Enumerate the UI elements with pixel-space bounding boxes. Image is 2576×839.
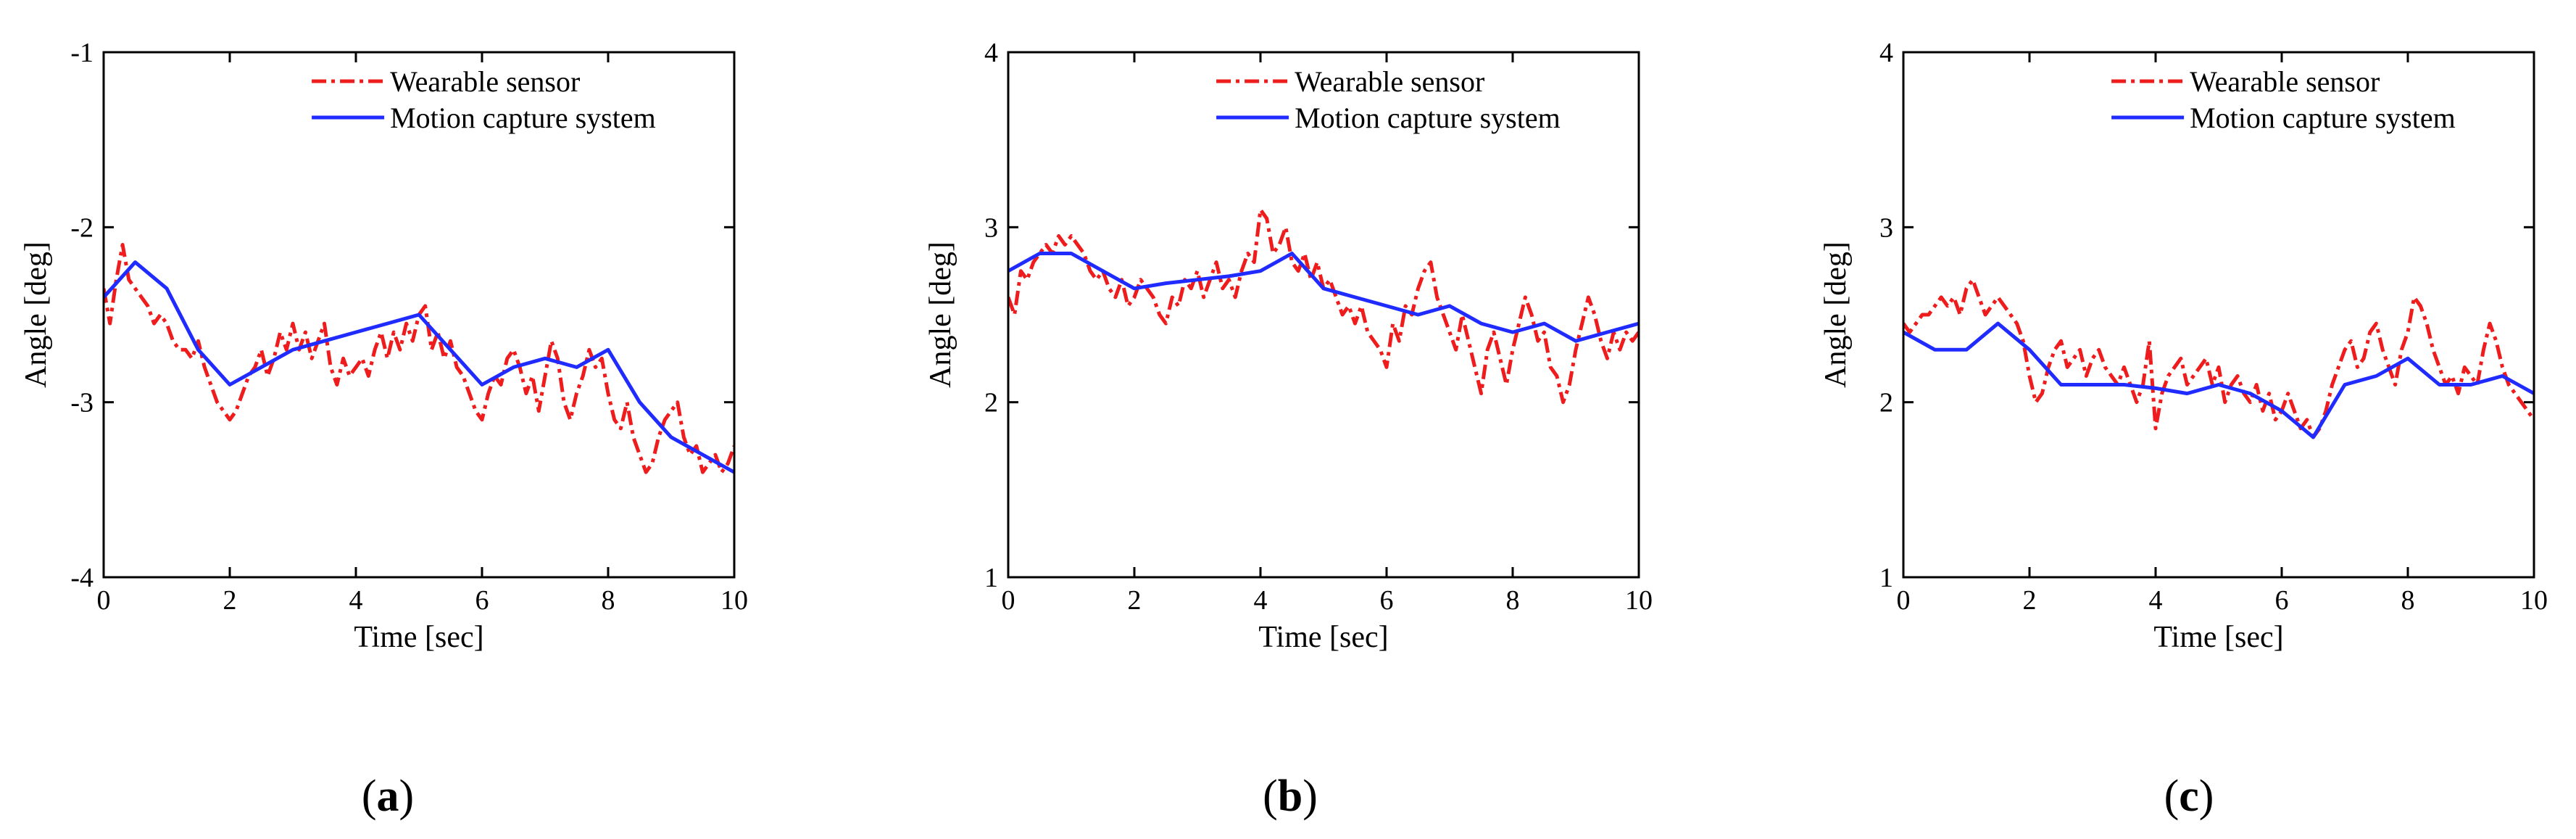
x-tick-label: 6 <box>1380 585 1394 616</box>
series-line-motion-capture <box>104 260 734 474</box>
series-line-wearable-sensor <box>1903 278 2534 439</box>
legend-label: Motion capture system <box>2190 102 2456 134</box>
legend-label: Motion capture system <box>390 102 656 134</box>
plot-frame <box>102 51 736 579</box>
y-tick-label: -1 <box>70 38 94 68</box>
y-axis-label: Angle [deg] <box>924 241 957 388</box>
x-tick-label: 8 <box>602 585 615 616</box>
y-tick-label: -2 <box>70 212 94 243</box>
x-tick-label: 0 <box>1897 585 1911 616</box>
x-tick-label: 4 <box>2149 585 2163 616</box>
legend: Wearable sensor Motion capture system <box>2111 65 2456 134</box>
x-tick-label: 10 <box>1625 585 1653 616</box>
x-tick-label: 10 <box>720 585 748 616</box>
series-line-motion-capture <box>1903 321 2534 439</box>
legend: Wearable sensor Motion capture system <box>1216 65 1561 134</box>
x-tick-label: 0 <box>1002 585 1015 616</box>
x-tick-label: 2 <box>223 585 237 616</box>
x-axis-label: Time [sec] <box>2153 621 2283 654</box>
plot-frame <box>1902 51 2535 579</box>
x-tick-label: 4 <box>1254 585 1268 616</box>
y-tick-label: 3 <box>1879 212 1893 243</box>
x-tick-label: 8 <box>1506 585 1520 616</box>
y-tick-label: 1 <box>1879 563 1893 593</box>
x-tick-label: 10 <box>2520 585 2548 616</box>
y-tick-label: 2 <box>1879 388 1893 418</box>
x-axis-label: Time [sec] <box>1258 621 1388 654</box>
legend-label: Wearable sensor <box>390 65 580 98</box>
y-tick-label: -3 <box>70 388 94 418</box>
legend-label: Motion capture system <box>1295 102 1561 134</box>
x-tick-label: 0 <box>97 585 111 616</box>
y-axis-label: Angle [deg] <box>1819 241 1853 388</box>
y-axis-label: Angle [deg] <box>20 241 53 388</box>
panel-label: (b) <box>1263 772 1318 821</box>
plot-frame <box>1007 51 1640 579</box>
y-tick-label: 4 <box>984 38 998 68</box>
series-line-motion-capture <box>1008 252 1639 343</box>
y-tick-label: 2 <box>984 388 998 418</box>
x-tick-label: 8 <box>2401 585 2415 616</box>
y-tick-label: 3 <box>984 212 998 243</box>
legend: Wearable sensor Motion capture system <box>312 65 656 134</box>
x-tick-label: 4 <box>349 585 363 616</box>
y-tick-label: 4 <box>1879 38 1893 68</box>
y-tick-label: 1 <box>984 563 998 593</box>
x-tick-label: 2 <box>2023 585 2037 616</box>
legend-label: Wearable sensor <box>2190 65 2380 98</box>
x-axis-label: Time [sec] <box>354 621 483 654</box>
panel-label: (c) <box>2164 772 2214 821</box>
y-tick-label: -4 <box>70 563 94 593</box>
legend-label: Wearable sensor <box>1295 65 1484 98</box>
series-line-wearable-sensor <box>104 243 734 474</box>
chart-panel-a: 0 2 4 6 8 10 -4 -3 -2 -1 Time [sec] Angle [deg] Wear… <box>20 38 748 821</box>
x-tick-label: 2 <box>1128 585 1142 616</box>
series-line-wearable-sensor <box>1008 207 1639 405</box>
panel-label: (a) <box>362 772 414 821</box>
x-tick-label: 6 <box>2275 585 2289 616</box>
x-tick-label: 6 <box>475 585 489 616</box>
